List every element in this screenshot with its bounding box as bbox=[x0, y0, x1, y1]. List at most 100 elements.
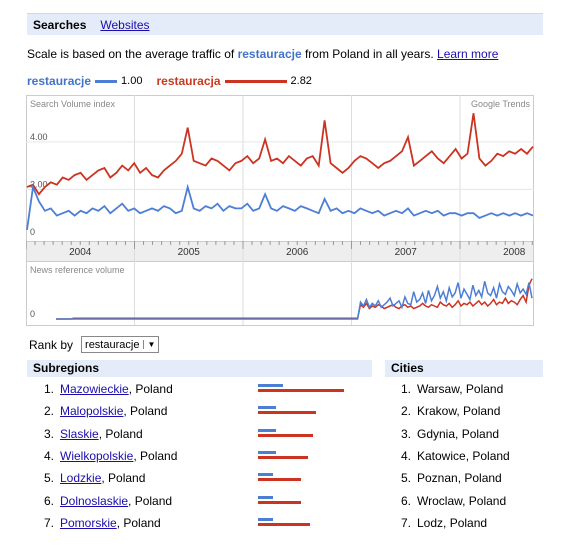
subregion-row: 2. Malopolskie, Poland bbox=[36, 404, 167, 418]
subregion-country: , Poland bbox=[98, 426, 143, 441]
subregion-country: , Poland bbox=[116, 515, 161, 530]
rank-by-row: Rank by restauracje ▼ bbox=[29, 336, 160, 353]
subregion-link[interactable]: Wielkopolskie bbox=[60, 448, 134, 463]
city-name: Wroclaw, Poland bbox=[417, 493, 507, 508]
subregion-bar-restauracje bbox=[258, 473, 273, 477]
subregion-rank: 3. bbox=[43, 426, 54, 441]
news-y-tick: 0 bbox=[30, 309, 35, 319]
legend-value-1: 1.00 bbox=[121, 75, 143, 87]
subregions-title: Subregions bbox=[33, 361, 100, 375]
year-label: 2006 bbox=[286, 247, 309, 258]
subregion-row: 6. Dolnoslaskie, Poland bbox=[36, 494, 172, 508]
legend-swatch-1 bbox=[95, 79, 118, 83]
cities-header: Cities bbox=[385, 360, 543, 377]
subregion-link[interactable]: Malopolskie bbox=[60, 404, 124, 419]
subregion-bar-restauracje bbox=[258, 428, 276, 432]
city-rank: 7. bbox=[400, 515, 411, 530]
city-rank: 4. bbox=[400, 448, 411, 463]
subregion-link[interactable]: Lodzkie bbox=[60, 471, 102, 486]
city-name: Warsaw, Poland bbox=[417, 382, 504, 396]
city-row: 7. Lodz, Poland bbox=[393, 516, 487, 530]
tab-websites[interactable]: Websites bbox=[100, 17, 150, 32]
tab-searches[interactable]: Searches bbox=[33, 17, 87, 32]
subregion-bar-restauracja bbox=[258, 500, 301, 504]
city-rank: 3. bbox=[400, 426, 411, 441]
subregion-link[interactable]: Mazowieckie bbox=[60, 382, 129, 396]
learn-more-link[interactable]: Learn more bbox=[437, 47, 499, 61]
subregions-header: Subregions bbox=[27, 360, 372, 377]
legend-term-1[interactable]: restauracje bbox=[27, 74, 92, 88]
city-name: Krakow, Poland bbox=[417, 404, 501, 419]
news-panel-frame bbox=[26, 261, 534, 326]
city-rank: 1. bbox=[400, 382, 411, 396]
scale-term: restauracje bbox=[237, 47, 302, 61]
news-volume-label: News reference volume bbox=[30, 265, 125, 275]
city-row: 4. Katowice, Poland bbox=[393, 449, 510, 463]
legend-term-2[interactable]: restauracja bbox=[156, 74, 221, 88]
subregion-link[interactable]: Slaskie bbox=[60, 426, 99, 441]
legend-value-2: 2.82 bbox=[290, 75, 312, 87]
subregion-country: , Poland bbox=[101, 471, 146, 486]
subregion-bar-restauracja bbox=[258, 433, 313, 437]
subregion-country: , Poland bbox=[128, 493, 173, 508]
subregion-country: , Poland bbox=[133, 448, 178, 463]
series-line-restauracje bbox=[26, 183, 534, 231]
scale-suffix: from Poland in all years. bbox=[301, 47, 438, 61]
subregion-bar-restauracja bbox=[258, 411, 316, 415]
year-label: 2008 bbox=[503, 247, 526, 258]
subregion-rank: 7. bbox=[43, 515, 54, 530]
subregion-rank: 6. bbox=[43, 493, 54, 508]
subregion-country: , Poland bbox=[123, 404, 168, 419]
city-row: 6. Wroclaw, Poland bbox=[393, 494, 506, 508]
subregion-row: 1. Mazowieckie, Poland bbox=[36, 382, 173, 396]
subregion-country: , Poland bbox=[128, 382, 173, 396]
city-rank: 5. bbox=[400, 471, 411, 486]
subregion-row: 4. Wielkopolskie, Poland bbox=[36, 449, 177, 463]
rank-by-label: Rank by bbox=[29, 337, 74, 352]
year-label: 2005 bbox=[178, 247, 201, 258]
subregion-bar-restauracja bbox=[258, 389, 344, 392]
google-trends-watermark: Google Trends bbox=[471, 99, 531, 109]
city-name: Gdynia, Poland bbox=[417, 426, 500, 441]
news-line-restauracja bbox=[56, 278, 533, 320]
city-rank: 6. bbox=[400, 493, 411, 508]
subregion-link[interactable]: Pomorskie bbox=[60, 515, 117, 530]
city-name: Lodz, Poland bbox=[417, 515, 488, 530]
city-name: Katowice, Poland bbox=[417, 448, 510, 463]
y-tick-label: 0 bbox=[30, 227, 35, 237]
legend-swatch-2 bbox=[224, 79, 287, 83]
news-line-restauracje bbox=[56, 281, 533, 320]
legend: restauracje 1.00 restauracja 2.82 bbox=[27, 74, 312, 88]
subregion-rank: 5. bbox=[43, 471, 54, 486]
subregion-rank: 4. bbox=[43, 448, 54, 463]
city-row: 3. Gdynia, Poland bbox=[393, 427, 499, 441]
year-label: 2007 bbox=[395, 247, 418, 258]
subregion-bar-restauracje bbox=[258, 384, 283, 387]
subregion-bar-restauracje bbox=[258, 450, 276, 454]
tabs-bar: Searches Websites bbox=[27, 13, 543, 35]
subregion-rank: 2. bbox=[43, 404, 54, 419]
scale-description: Scale is based on the average traffic of… bbox=[27, 47, 498, 61]
subregion-bar-restauracje bbox=[258, 517, 273, 521]
subregion-link[interactable]: Dolnoslaskie bbox=[60, 493, 129, 508]
city-name: Poznan, Poland bbox=[417, 471, 502, 486]
subregion-bar-restauracja bbox=[258, 522, 310, 526]
subregion-bar-restauracja bbox=[258, 455, 308, 459]
search-volume-label: Search Volume index bbox=[30, 99, 116, 109]
rank-by-select[interactable]: restauracje ▼ bbox=[81, 336, 160, 353]
y-tick-label: 4.00 bbox=[30, 132, 48, 142]
cities-title: Cities bbox=[391, 361, 424, 375]
year-axis-band bbox=[26, 241, 534, 262]
subregion-bar-restauracja bbox=[258, 478, 301, 482]
subregion-rank: 1. bbox=[43, 382, 54, 396]
subregion-row: 3. Slaskie, Poland bbox=[36, 427, 143, 441]
y-tick-label: 2.00 bbox=[30, 179, 48, 189]
subregion-bar-restauracje bbox=[258, 406, 276, 410]
scale-prefix: Scale is based on the average traffic of bbox=[27, 47, 238, 61]
subregion-bar-restauracje bbox=[258, 495, 273, 499]
rank-by-selected: restauracje bbox=[85, 338, 140, 351]
dropdown-arrow-icon: ▼ bbox=[143, 340, 155, 349]
subregion-row: 5. Lodzkie, Poland bbox=[36, 471, 145, 485]
city-rank: 2. bbox=[400, 404, 411, 419]
city-row: 2. Krakow, Poland bbox=[393, 404, 500, 418]
